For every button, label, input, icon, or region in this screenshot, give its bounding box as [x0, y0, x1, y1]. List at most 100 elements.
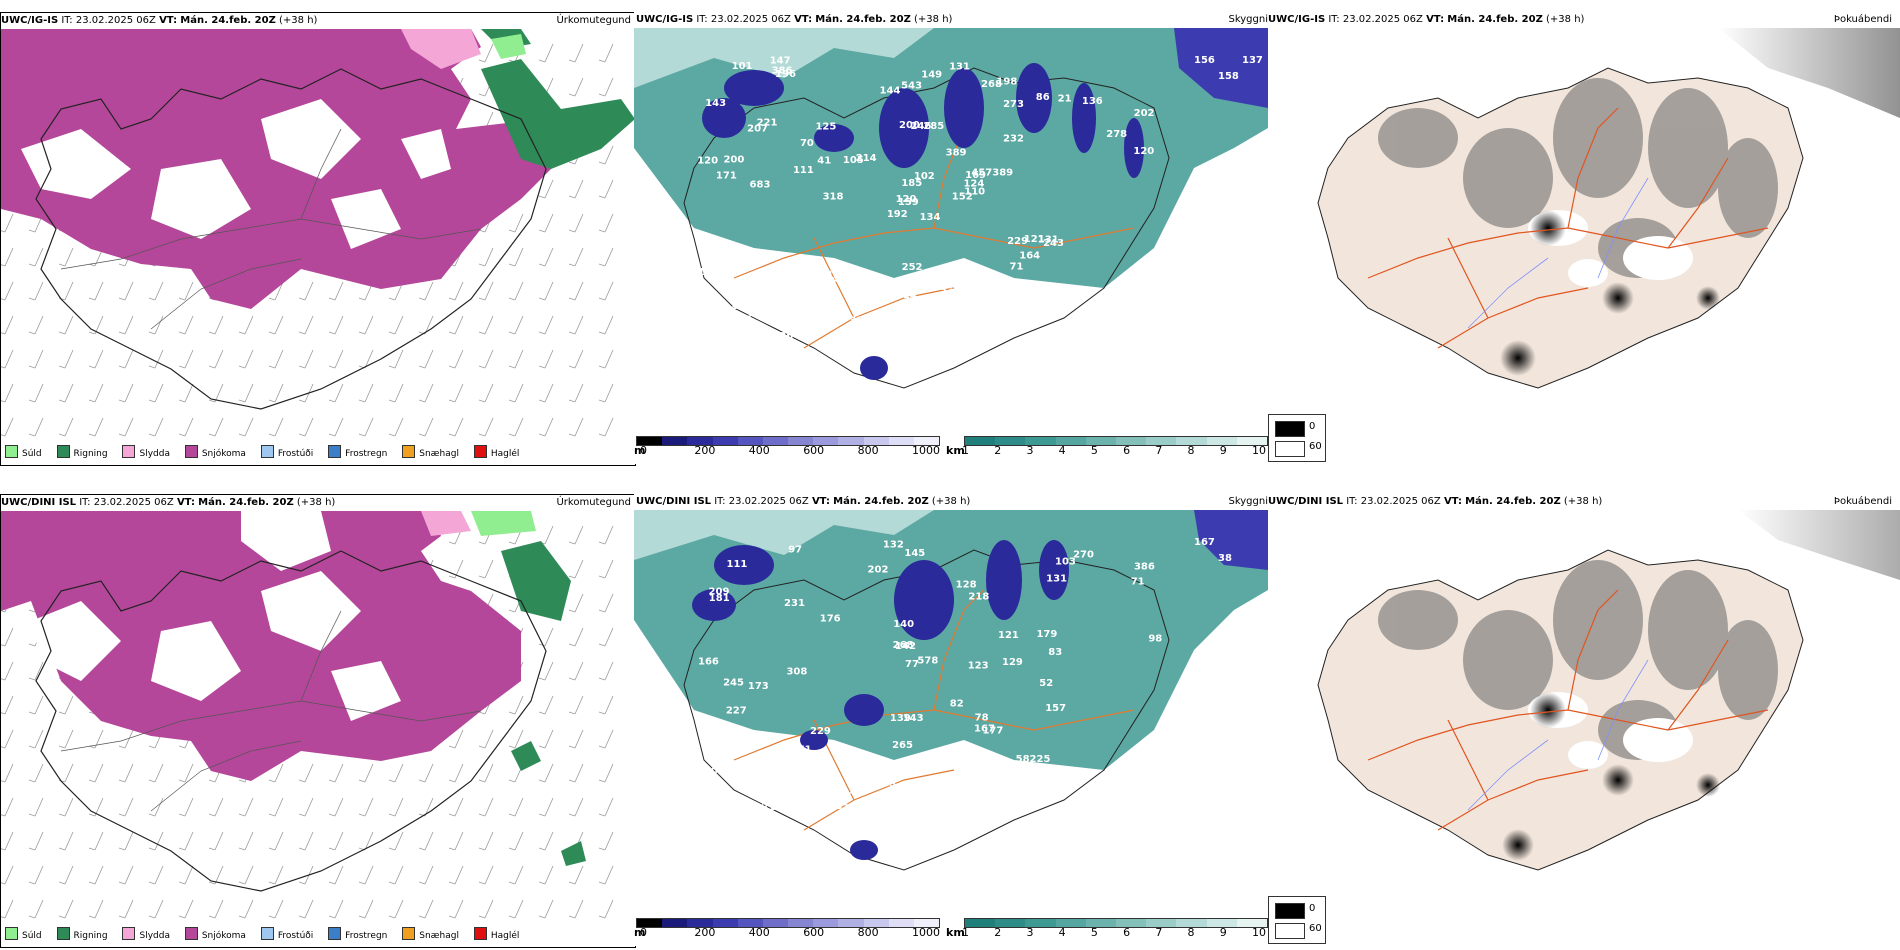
fog-dark-spots [1500, 210, 1720, 376]
cloud-base-label: 229 [1007, 236, 1028, 247]
cloud-base-label: 121 [1024, 234, 1045, 245]
colorbar-tick: 1 [962, 926, 969, 939]
it-label: IT: [1328, 14, 1340, 25]
cloud-base-label: 52 [1039, 678, 1053, 689]
legend-swatch [122, 445, 136, 458]
legend-item: Rigning [56, 445, 108, 462]
colorbar-tick: 200 [694, 926, 716, 939]
cloud-base-label: 158 [1218, 71, 1239, 82]
rain-region [481, 29, 635, 169]
panel-title: Úrkomutegund [556, 15, 631, 26]
fog-legend-label-0: 0 [1309, 903, 1316, 914]
fog-map [1268, 28, 1900, 432]
visibility-ticks: 1 2 3 4 5 6 7 8 9 10 [962, 926, 1266, 940]
cloud-base-label: 70 [800, 138, 814, 149]
precip-map-svg [1, 511, 635, 921]
cloud-base-label: 192 [887, 209, 908, 220]
legend-swatch [328, 927, 342, 940]
cloud-base-label: 221 [998, 298, 1019, 309]
colorbar-tick: 3 [1026, 926, 1034, 939]
sea-fog [1738, 510, 1900, 580]
panel-title: Þokuábendi [1833, 14, 1892, 25]
cloud-base-label: 140 [893, 619, 914, 630]
cloud-base-label: 389 [946, 148, 967, 159]
cloud-base-label: 103 [875, 779, 896, 790]
cloud-base-label: 113 [842, 785, 863, 796]
model-name: UWC/DINI ISL [636, 496, 712, 507]
ceiling-colorbar [636, 918, 940, 928]
legend-item: Frostregn [328, 445, 387, 462]
cloud-base-label: 227 [726, 706, 747, 717]
colorbar-tick: 2 [994, 926, 1002, 939]
vt-value: Mán. 24.feb. 20Z [1447, 14, 1543, 25]
rivers [1467, 177, 1649, 329]
fog-legend-swatch-0 [1275, 903, 1305, 919]
coastline [35, 68, 547, 410]
legend-label: Frostúði [277, 931, 314, 941]
panel-header: UWC/IG-IS IT: 23.02.2025 06Z VT: Mán. 24… [1, 13, 317, 29]
fog-map-svg [1268, 28, 1900, 432]
colorbar-tick: 0 [640, 444, 647, 457]
white-holes [31, 511, 401, 721]
model-name: UWC/IG-IS [636, 14, 694, 25]
cloud-base-label: 156 [1194, 55, 1215, 66]
cloud-base-label: 543 [901, 80, 922, 91]
cloud-base-label: 166 [698, 657, 719, 668]
legend-swatch [402, 445, 416, 458]
colorbar-tick: 8 [1187, 444, 1195, 457]
cloud-base-label: 177 [982, 726, 1003, 737]
cloud-base-label: 780 [804, 303, 825, 314]
cloud-base-label: 270 [1073, 549, 1094, 560]
precip-map [1, 29, 635, 439]
legend-label: Snjókoma [201, 931, 246, 941]
cloud-base-label: 143 [903, 713, 924, 724]
cloud-base-label: 103 [941, 288, 962, 299]
cloud-base-label: 124 [963, 179, 984, 190]
cloud-base-label: 21 [1058, 93, 1072, 104]
ceiling-unit: m [634, 926, 646, 939]
legend-item: Snjókoma [184, 927, 246, 944]
cloud-base-label: 159 [898, 197, 919, 208]
cloud-base-label: 121 [998, 630, 1019, 641]
sea-fog [1718, 28, 1900, 118]
cloud-base-label: 144 [880, 86, 901, 97]
ceiling-ticks: 0 200 400 600 800 1000 [640, 926, 946, 940]
cloud-base-label: 139 [890, 713, 911, 724]
legend-label: Súld [22, 449, 42, 459]
legend-swatch [184, 927, 198, 940]
lead-time: (+38 h) [931, 496, 971, 507]
visibility-colorbar [964, 436, 1268, 446]
cloud-base-label: 181 [1149, 796, 1170, 807]
legend-label: Haglél [490, 931, 520, 941]
colorbar-tick: 3 [1026, 444, 1034, 457]
colorbar-tick: 7 [1155, 926, 1163, 939]
cloud-base-label: 101 [732, 61, 753, 72]
roads [60, 128, 482, 330]
coastline [35, 550, 547, 892]
cloud-base-label: 128 [956, 580, 977, 591]
cloud-base-label: 80 [817, 323, 831, 334]
cloud-base-label: 134 [920, 212, 941, 223]
colorbar-tick: 10 [1252, 444, 1266, 457]
cloud-base-label: 172 [752, 277, 773, 288]
legend-item: Haglél [473, 927, 520, 944]
cloud-base-label: 278 [1106, 129, 1127, 140]
cloud-base-label: 137 [1242, 55, 1263, 66]
legend-swatch [473, 445, 487, 458]
cloud-base-label: 232 [1003, 134, 1024, 145]
legend-item: Súld [5, 927, 42, 944]
cloud-base-label: 120 [697, 156, 718, 167]
cloud-base-label: 55 [1089, 326, 1103, 337]
visibility-field-light [634, 28, 934, 88]
cloud-base-label: 142 [895, 641, 916, 652]
cloud-base-label: 86 [1036, 92, 1050, 103]
cloud-base-label: 386 [772, 65, 793, 76]
cloud-base-label: 578 [917, 656, 938, 667]
cloud-map-svg: 1661451793862091651732181402705781571321… [634, 510, 1268, 914]
cloud-base-label: 152 [952, 191, 973, 202]
lead-time: (+38 h) [1563, 496, 1603, 507]
cloud-base-label: 98 [1148, 633, 1162, 644]
lead-time: (+38 h) [279, 15, 318, 26]
colorbar-tick: 6 [1123, 926, 1131, 939]
cloud-base-label: 174 [904, 299, 925, 310]
